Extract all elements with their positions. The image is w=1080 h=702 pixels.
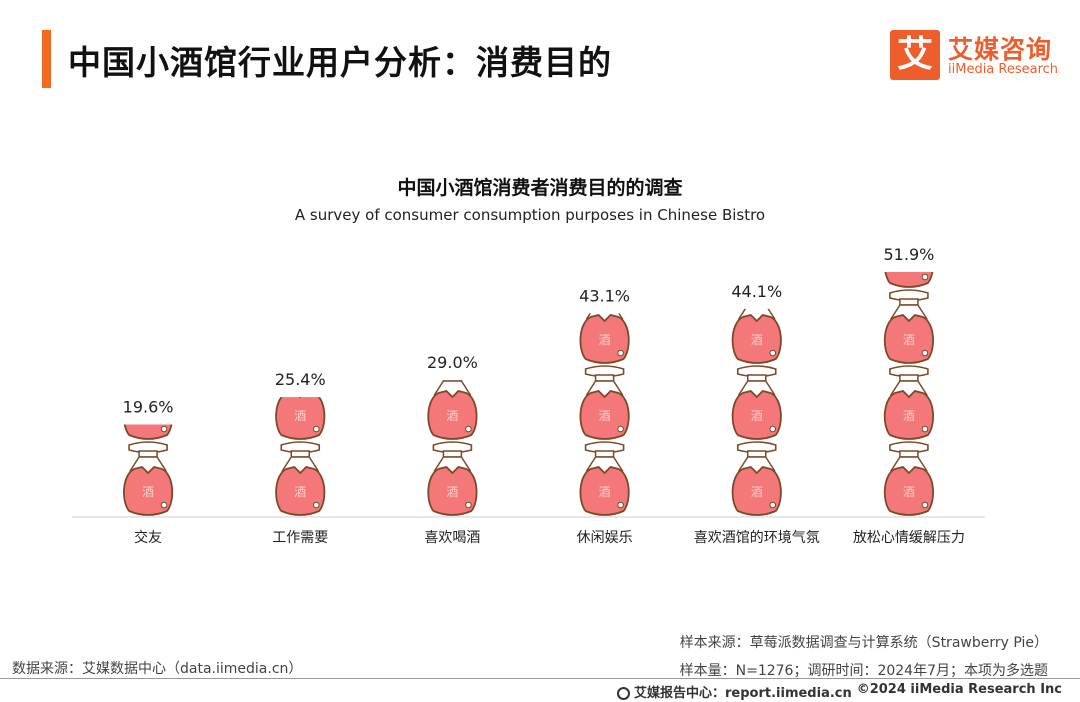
bar-4: [579, 313, 630, 516]
logo-mark: 艾: [890, 30, 940, 80]
jar-icon: [579, 441, 630, 516]
value-label-4: 43.1%: [579, 287, 630, 306]
chart-subtitle: A survey of consumer consumption purpose…: [294, 206, 766, 224]
title-accent-bar: [42, 30, 51, 88]
jar-icon: [883, 289, 934, 364]
jar-icon: [883, 441, 934, 516]
jar-icon: [427, 380, 478, 440]
jar-icon: [275, 441, 326, 516]
bar-1: [123, 424, 174, 516]
value-label-1: 19.6%: [123, 397, 174, 416]
category-label-4: 休闲娱乐: [577, 530, 633, 546]
chart-title: 中国小酒馆消费者消费目的的调查: [397, 177, 683, 199]
jar-icon: [123, 441, 174, 516]
jar-icon: [579, 365, 630, 440]
value-label-2: 25.4%: [275, 370, 326, 389]
category-label-1: 交友: [134, 529, 162, 546]
bar-3: [427, 380, 478, 516]
globe-icon: [617, 687, 630, 700]
value-label-5: 44.1%: [731, 282, 782, 301]
value-label-6: 51.9%: [884, 245, 935, 264]
category-label-6: 放松心情缓解压力: [853, 530, 965, 546]
data-source: 数据来源：艾媒数据中心（data.iimedia.cn）: [12, 661, 303, 677]
logo-en-text: iiMedia Research: [948, 62, 1059, 77]
jar-icon: [731, 308, 782, 364]
sample-source: 样本来源：草莓派数据调查与计算系统（Strawberry Pie）: [679, 635, 1048, 651]
logo-cn-text: 艾媒咨询: [948, 35, 1053, 64]
report-site-text: 艾媒报告中心：report.iimedia.cn: [634, 686, 852, 701]
page-title: 中国小酒馆行业用户分析：消费目的: [68, 43, 612, 82]
jar-icon: [427, 441, 478, 516]
footer-divider: [0, 678, 1080, 679]
value-label-3: 29.0%: [427, 353, 478, 372]
category-label-2: 工作需要: [272, 530, 328, 546]
iimedia-logo: 艾 艾媒咨询 iiMedia Research: [890, 30, 1070, 86]
sample-info: 样本量：N=1276；调研时间：2024年7月；本项为多选题: [679, 663, 1048, 679]
category-label-3: 喜欢喝酒: [424, 530, 480, 546]
copyright: ©2024 iiMedia Research Inc: [856, 682, 1062, 697]
jar-icon: [883, 365, 934, 440]
jar-icon: [731, 441, 782, 516]
bar-5: [731, 308, 782, 516]
jar-icon: [731, 365, 782, 440]
category-label-5: 喜欢酒馆的环境气氛: [694, 530, 820, 546]
report-site: 艾媒报告中心：report.iimedia.cn: [617, 682, 852, 701]
